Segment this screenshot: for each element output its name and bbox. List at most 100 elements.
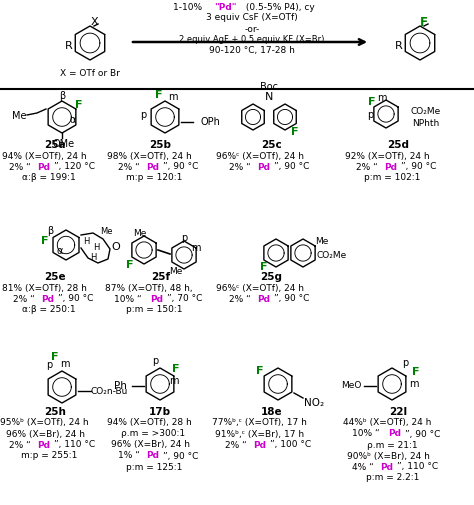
Text: F: F [155, 90, 163, 100]
Text: ”, 120 °C: ”, 120 °C [55, 163, 95, 172]
Text: Boc: Boc [260, 82, 278, 92]
Text: α: α [70, 115, 76, 125]
Text: β: β [59, 91, 65, 101]
Text: H: H [93, 243, 99, 252]
Text: (0.5-5% P4), cy: (0.5-5% P4), cy [243, 3, 315, 12]
Text: 22l: 22l [390, 407, 408, 417]
Text: CO₂n-Bu: CO₂n-Bu [91, 386, 128, 395]
Text: Me: Me [100, 227, 112, 235]
Text: 3 equiv CsF (X=OTf): 3 equiv CsF (X=OTf) [206, 14, 298, 23]
Text: m: m [60, 359, 70, 369]
Text: 2% “: 2% “ [9, 163, 31, 172]
Text: 2 equiv AgF + 0.5 equiv KF (X=Br): 2 equiv AgF + 0.5 equiv KF (X=Br) [179, 35, 325, 44]
Text: F: F [256, 366, 264, 376]
Text: 98% (X=OTf), 24 h: 98% (X=OTf), 24 h [107, 152, 192, 161]
Text: ”, 90 °C: ”, 90 °C [401, 163, 437, 172]
Text: m: m [377, 93, 387, 103]
Text: p:m = 102:1: p:m = 102:1 [364, 174, 420, 182]
Text: Pd: Pd [146, 163, 159, 172]
Text: Me: Me [169, 267, 182, 276]
Text: Pd: Pd [150, 294, 163, 304]
Text: ”, 90 °C: ”, 90 °C [163, 451, 199, 461]
Text: p:m = 125:1: p:m = 125:1 [126, 463, 182, 472]
Text: 44%ᵇ (X=OTf), 24 h: 44%ᵇ (X=OTf), 24 h [343, 419, 431, 428]
Text: Pd: Pd [41, 294, 54, 304]
Text: 25f: 25f [151, 272, 170, 282]
Text: F: F [291, 127, 299, 137]
Text: ρ.m = >300:1: ρ.m = >300:1 [120, 429, 185, 438]
Text: F: F [420, 16, 428, 28]
Text: m:p = 120:1: m:p = 120:1 [126, 174, 182, 182]
Text: R: R [65, 41, 73, 51]
Text: 25e: 25e [45, 272, 66, 282]
Text: m:p = 255:1: m:p = 255:1 [21, 451, 77, 461]
Text: F: F [51, 352, 59, 362]
Text: p: p [367, 110, 373, 120]
Text: X: X [90, 17, 98, 27]
Text: NPhth: NPhth [412, 120, 439, 128]
Text: 96% (X=Br), 24 h: 96% (X=Br), 24 h [111, 440, 190, 449]
Text: F: F [41, 236, 49, 246]
Text: m: m [168, 92, 178, 102]
Text: OPh: OPh [200, 117, 220, 127]
Text: 96%ᶜ (X=OTf), 24 h: 96%ᶜ (X=OTf), 24 h [216, 152, 304, 161]
Text: Ph: Ph [114, 381, 127, 391]
Text: ”, 90 °C: ”, 90 °C [274, 294, 310, 304]
Text: NO₂: NO₂ [304, 398, 324, 408]
Text: ρ.m = 21:1: ρ.m = 21:1 [367, 440, 418, 449]
Text: 96%ᶜ (X=OTf), 24 h: 96%ᶜ (X=OTf), 24 h [216, 283, 304, 292]
Text: 25g: 25g [260, 272, 282, 282]
Text: 2% “: 2% “ [118, 163, 140, 172]
Text: Pd: Pd [254, 440, 266, 449]
Text: p: p [46, 360, 52, 370]
Text: Me: Me [133, 228, 146, 237]
Text: -or-: -or- [245, 25, 260, 33]
Text: 1-10%: 1-10% [173, 3, 205, 12]
Text: F: F [75, 100, 83, 110]
Text: F: F [412, 367, 420, 377]
Text: 96% (X=Br), 24 h: 96% (X=Br), 24 h [6, 429, 85, 438]
Text: 25h: 25h [44, 407, 66, 417]
Text: Pd: Pd [37, 163, 51, 172]
Text: 94% (X=OTf), 28 h: 94% (X=OTf), 28 h [107, 419, 192, 428]
Text: F: F [260, 262, 268, 272]
Text: F: F [172, 364, 180, 374]
Text: O: O [111, 242, 120, 252]
Text: Pd: Pd [146, 451, 159, 461]
Text: 87% (X=OTf), 48 h,: 87% (X=OTf), 48 h, [106, 283, 193, 292]
Text: R: R [395, 41, 403, 51]
Text: ”, 90 °C: ”, 90 °C [163, 163, 198, 172]
Text: CO₂Me: CO₂Me [411, 107, 441, 116]
Text: m: m [409, 379, 419, 389]
Text: α:β = 250:1: α:β = 250:1 [22, 306, 76, 315]
Text: Pd: Pd [37, 440, 51, 449]
Text: Pd: Pd [257, 163, 270, 172]
Text: "Pd": "Pd" [214, 3, 237, 12]
Text: m: m [191, 243, 201, 253]
Text: 4% “: 4% “ [353, 463, 374, 472]
Text: 18e: 18e [260, 407, 282, 417]
Text: 17b: 17b [149, 407, 171, 417]
Text: X = OTf or Br: X = OTf or Br [60, 69, 120, 77]
Text: 77%ᵇ,ᶜ (X=OTf), 17 h: 77%ᵇ,ᶜ (X=OTf), 17 h [212, 419, 307, 428]
Text: ”, 90 °C: ”, 90 °C [274, 163, 310, 172]
Text: 25b: 25b [149, 140, 171, 150]
Text: H: H [83, 236, 89, 245]
Text: m: m [169, 376, 179, 386]
Text: 81% (X=OTf), 28 h: 81% (X=OTf), 28 h [2, 283, 87, 292]
Text: Pd: Pd [384, 163, 397, 172]
Text: N: N [265, 92, 273, 102]
Text: H: H [90, 254, 96, 263]
Text: CO₂Me: CO₂Me [317, 250, 347, 260]
Text: p:m = 2.2:1: p:m = 2.2:1 [365, 474, 419, 482]
Text: ”, 90 °C: ”, 90 °C [405, 429, 440, 438]
Text: p:m = 150:1: p:m = 150:1 [126, 306, 182, 315]
Text: MeO: MeO [341, 381, 361, 390]
Text: p: p [140, 110, 146, 120]
Text: 25a: 25a [45, 140, 66, 150]
Text: OMe: OMe [53, 139, 75, 149]
Text: Me: Me [12, 111, 26, 121]
Text: 25d: 25d [387, 140, 409, 150]
Text: 25c: 25c [261, 140, 282, 150]
Text: 2% “: 2% “ [226, 440, 247, 449]
